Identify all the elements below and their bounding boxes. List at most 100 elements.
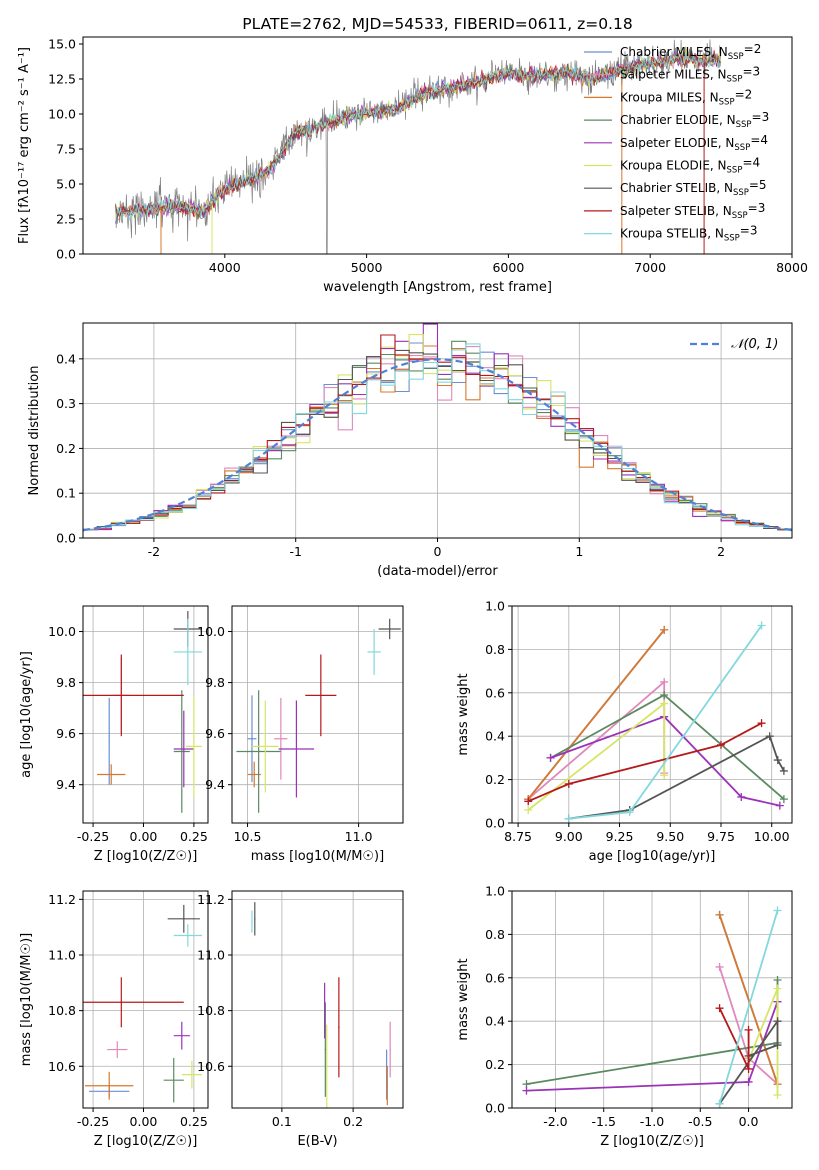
x-tick-label: -1 <box>289 544 301 559</box>
x-tick-label: 6000 <box>492 260 524 275</box>
y-tick-label: 7.5 <box>56 142 76 157</box>
x-tick-label: -1.0 <box>640 1114 664 1129</box>
model-spectrum <box>115 51 721 222</box>
y-tick-label: 0.8 <box>485 927 505 942</box>
legend-name: Chabrier STELIB, N <box>620 181 733 195</box>
legend-value: =5 <box>749 178 767 192</box>
y-tick-label: 0.3 <box>56 396 76 411</box>
legend-entry: Kroupa ELODIE, NSSP=4 <box>620 156 760 176</box>
y-tick-label: 0.6 <box>485 970 505 985</box>
y-tick-label: 12.5 <box>48 72 76 87</box>
x-tick-label: -0.25 <box>77 829 109 844</box>
y-axis-label: Normed distribution <box>27 366 42 496</box>
weight-marker <box>522 1086 531 1095</box>
y-tick-label: 10.0 <box>48 107 76 122</box>
y-tick-label: 9.8 <box>205 675 225 690</box>
y-tick-label: 10.8 <box>197 1003 225 1018</box>
x-tick-label: 7000 <box>634 260 666 275</box>
errorbars <box>83 611 202 813</box>
weight-marker <box>757 719 766 728</box>
axes-frame <box>511 890 793 1109</box>
weight-marker <box>715 1099 724 1108</box>
y-tick-label: 0.8 <box>485 642 505 657</box>
axes-frame <box>82 322 793 539</box>
legend-sub: SSP <box>719 97 735 107</box>
weight-marker <box>773 906 782 915</box>
mass-weight-vs-age-axes: 8.75 9.00 9.25 9.50 9.75 10.00 0.0 0.2 0.4 0.6 0.8… <box>456 599 793 864</box>
x-tick-label: 0.25 <box>180 1114 208 1129</box>
errorbars <box>83 904 202 1103</box>
weight-marker <box>773 1017 782 1026</box>
axes-frame <box>231 890 404 1109</box>
histogram-series <box>83 334 792 532</box>
x-tick-label: -0.5 <box>688 1114 712 1129</box>
y-tick-label: 0.0 <box>56 531 76 546</box>
x-tick-label: 8.75 <box>504 829 532 844</box>
y-tick-label: 0.4 <box>485 1014 505 1029</box>
weight-line <box>550 715 780 807</box>
legend-name: Chabrier ELODIE, N <box>620 113 736 127</box>
weight-marker <box>660 690 669 699</box>
y-tick-label: 10.8 <box>48 1003 76 1018</box>
legend-entry: Salpeter STELIB, NSSP=3 <box>620 201 765 221</box>
legend-value: =2 <box>744 42 762 56</box>
weight-marker <box>773 756 782 765</box>
weight-marker <box>564 779 573 788</box>
y-tick-label: 0.4 <box>56 351 76 366</box>
y-tick-label: 0.2 <box>56 441 76 456</box>
y-tick-label: 0.1 <box>56 486 76 501</box>
legend-entry: Chabrier MILES, NSSP=2 <box>620 42 761 62</box>
y-tick-label: 0.6 <box>485 685 505 700</box>
legend-entry: Kroupa STELIB, NSSP=3 <box>620 224 758 244</box>
legend-sub: SSP <box>727 166 743 176</box>
legend-sub: SSP <box>724 234 740 244</box>
y-axis-label: Flux [fλ10⁻¹⁷ erg cm⁻² s⁻¹ A⁻¹] <box>17 47 32 244</box>
legend-entry: 𝒩(0, 1) <box>731 337 778 352</box>
weight-line <box>527 722 763 803</box>
legend-entry: Salpeter MILES, NSSP=3 <box>620 65 760 85</box>
mass-weight-vs-metallicity-axes: -2.0 -1.5 -1.0 -0.5 0.0 0.0 0.2 0.4 0.6 0.8 1.0 Z [… <box>456 884 793 1149</box>
weight-marker <box>779 766 788 775</box>
weight-marker <box>773 1041 782 1050</box>
x-tick-label: 0.0 <box>739 1114 759 1129</box>
y-tick-label: 0.2 <box>485 1057 505 1072</box>
legend-entry: Chabrier ELODIE, NSSP=3 <box>620 110 769 130</box>
axes-frame <box>82 605 209 824</box>
x-tick-label: 10.5 <box>234 829 262 844</box>
weight-marker <box>757 621 766 630</box>
weight-marker <box>564 814 573 823</box>
y-tick-label: 10.0 <box>197 624 225 639</box>
weight-marker <box>524 797 533 806</box>
age-vs-mass-axes: 10.5 11.0 9.4 9.6 9.8 10.0 mass [log10(M/M☉)] <box>197 605 404 864</box>
weight-line <box>718 910 779 1104</box>
axes-frame <box>231 605 404 824</box>
residual-histogram-axes: -2 -1 0 1 2 0.0 0.1 0.2 0.3 0.4 𝒩(0, 1) (data-model… <box>27 322 793 579</box>
mass-vs-metallicity-axes: -0.25 0.00 0.25 10.6 10.8 11.0 11.2 Z [log10(Z/… <box>19 890 209 1149</box>
x-tick-label: 9.75 <box>707 829 735 844</box>
y-axis-label: mass weight <box>456 673 471 755</box>
y-tick-label: 11.2 <box>197 892 225 907</box>
legend-entry: Salpeter ELODIE, NSSP=4 <box>620 133 768 153</box>
x-axis-label: (data-model)/error <box>377 564 498 579</box>
weight-line <box>568 734 785 820</box>
chart-title: PLATE=2762, MJD=54533, FIBERID=0611, z=0… <box>242 15 632 33</box>
legend-value: =3 <box>748 201 766 215</box>
spectrum-curves <box>115 39 722 254</box>
legend-sub: SSP <box>728 52 744 62</box>
weight-marker <box>773 975 782 984</box>
weight-marker <box>773 1090 782 1099</box>
x-axis-label: age [log10(age/yr)] <box>589 849 716 864</box>
y-tick-label: 11.0 <box>48 947 76 962</box>
legend-sub: SSP <box>732 211 748 221</box>
weight-line <box>718 914 779 1085</box>
mass-vs-ebv-axes: 0.1 0.2 10.6 10.8 11.0 11.2 E(B-V) <box>197 890 404 1149</box>
weight-line <box>568 624 763 820</box>
y-axis-label: mass weight <box>456 958 471 1040</box>
histogram-series <box>83 343 792 533</box>
x-tick-label: -0.25 <box>77 1114 109 1129</box>
errorbars <box>236 618 401 813</box>
x-tick-label: 8000 <box>776 260 808 275</box>
x-tick-label: 0 <box>434 544 442 559</box>
x-axis-label: Z [log10(Z/Z☉)] <box>94 849 198 864</box>
age-vs-metallicity-axes: -0.25 0.00 0.25 9.4 9.6 9.8 10.0 Z [log10(Z/Z☉)… <box>19 605 209 864</box>
